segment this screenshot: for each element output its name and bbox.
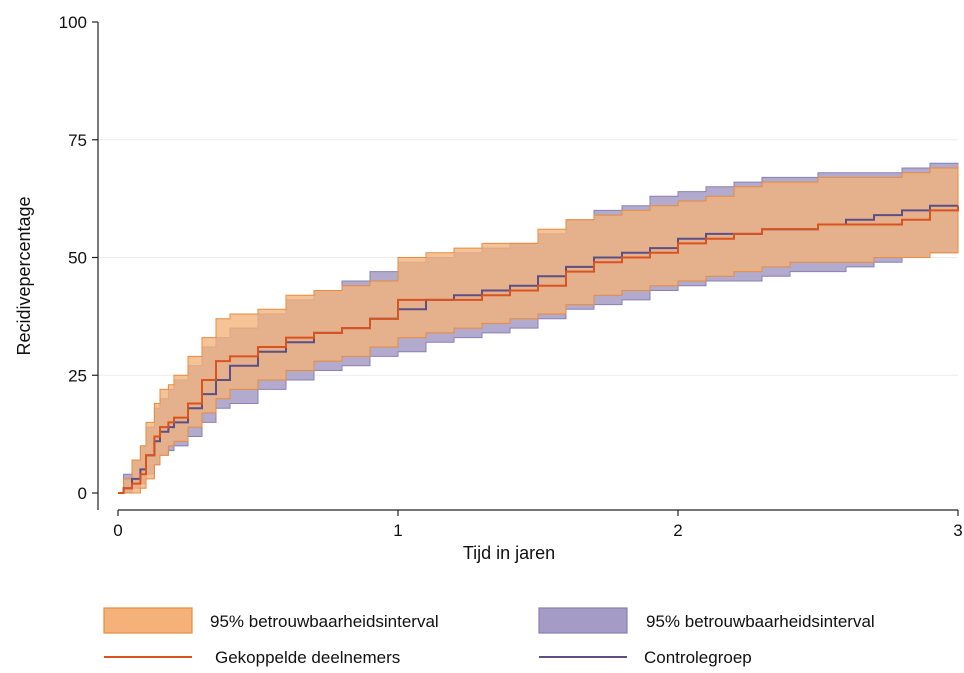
legend-swatch-controle-band bbox=[538, 607, 628, 634]
y-tick-label: 50 bbox=[68, 249, 87, 268]
y-tick-label: 75 bbox=[68, 131, 87, 150]
ci-band-gekoppelde bbox=[118, 163, 959, 494]
y-tick-label: 25 bbox=[68, 366, 87, 385]
legend: 95% betrouwbaarheidsinterval 95% betrouw… bbox=[103, 607, 875, 667]
legend-swatch-gekoppelde-band bbox=[103, 607, 193, 634]
axes bbox=[97, 22, 958, 511]
legend-label-controle-line: Controlegroep bbox=[644, 648, 752, 667]
legend-label-gekoppelde-line: Gekoppelde deelnemers bbox=[215, 648, 400, 667]
x-tick-label: 3 bbox=[953, 521, 962, 540]
y-axis-title: Recidivepercentage bbox=[14, 196, 34, 355]
y-tick-label: 0 bbox=[78, 484, 87, 503]
series-lines bbox=[118, 204, 959, 494]
y-tick-label: 100 bbox=[59, 13, 87, 32]
series-line-gekoppelde bbox=[118, 205, 959, 494]
tick-labels: 0 25 50 75 100 0 1 2 3 bbox=[59, 13, 963, 540]
x-axis-title: Tijd in jaren bbox=[463, 543, 555, 563]
x-tick-label: 1 bbox=[393, 521, 402, 540]
confidence-bands bbox=[118, 162, 959, 494]
legend-label-gekoppelde-band: 95% betrouwbaarheidsinterval bbox=[210, 612, 439, 631]
x-tick-label: 0 bbox=[113, 521, 122, 540]
x-tick-label: 2 bbox=[673, 521, 682, 540]
legend-label-controle-band: 95% betrouwbaarheidsinterval bbox=[646, 612, 875, 631]
